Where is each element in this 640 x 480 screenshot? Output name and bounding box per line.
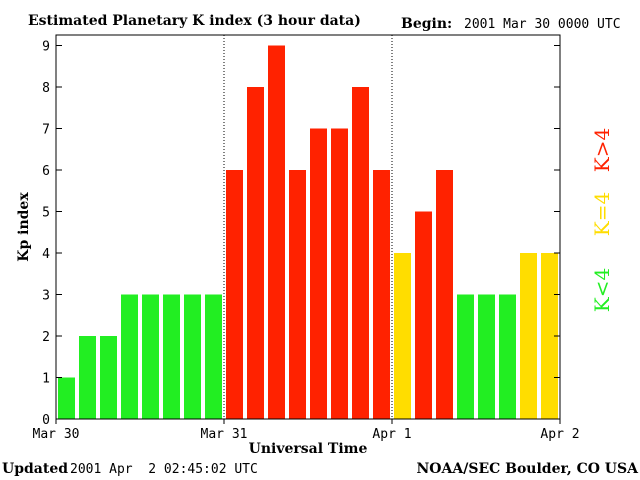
y-tick-label: 5 (42, 206, 50, 221)
begin-value: 2001 Mar 30 0000 UTC (464, 17, 621, 32)
x-axis-ticks: Mar 30 Mar 31 Apr 1 Apr 2 (33, 419, 580, 442)
y-tick-label: 0 (42, 413, 50, 428)
y-tick-label: 3 (42, 289, 50, 304)
kp-bar (247, 87, 264, 419)
kp-bar (499, 294, 516, 419)
x-axis-label: Universal Time (249, 441, 368, 457)
kp-bar (352, 87, 369, 419)
kp-bar (373, 170, 390, 419)
x-tick-label: Apr 1 (372, 427, 411, 442)
y-tick-label: 4 (42, 247, 50, 262)
y-tick-label: 6 (42, 164, 50, 179)
kp-bar (457, 294, 474, 419)
kp-bar (121, 294, 138, 419)
kp-bar (520, 253, 537, 419)
y-tick-label: 8 (42, 81, 50, 96)
legend-high: K>4 (590, 128, 614, 172)
kp-bar (331, 128, 348, 419)
y-tick-label: 7 (42, 123, 50, 138)
kp-bar (436, 170, 453, 419)
legend-low: K<4 (590, 268, 614, 312)
y-tick-label: 9 (42, 40, 50, 55)
kp-bar (205, 294, 222, 419)
x-tick-label: Mar 31 (201, 427, 248, 442)
x-tick-label: Mar 30 (33, 427, 80, 442)
kp-bar (100, 336, 117, 419)
updated-value: 2001 Apr 2 02:45:02 UTC (70, 462, 258, 477)
legend-mid: K=4 (590, 192, 614, 236)
kp-bar (289, 170, 306, 419)
kp-bar (415, 211, 432, 419)
bars-group (58, 45, 558, 419)
kp-bar (142, 294, 159, 419)
source-label: NOAA/SEC Boulder, CO USA (417, 461, 640, 477)
y-axis-ticks: 0 1 2 3 4 5 6 7 8 9 (42, 40, 560, 428)
kp-bar (58, 377, 75, 419)
day-separators (223, 35, 393, 419)
y-axis-label: Kp index (16, 192, 32, 262)
begin-label: Begin: (401, 16, 452, 32)
kp-bar (184, 294, 201, 419)
kp-bar (478, 294, 495, 419)
kp-bar (79, 336, 96, 419)
y-tick-label: 2 (42, 330, 50, 345)
kp-bar (226, 170, 243, 419)
kp-bar (541, 253, 558, 419)
kp-bar (163, 294, 180, 419)
kp-bar (268, 45, 285, 419)
updated-label: Updated (2, 461, 68, 477)
plot-frame (55, 34, 561, 420)
kp-bar (394, 253, 411, 419)
chart-title: Estimated Planetary K index (3 hour data… (28, 13, 361, 29)
y-tick-label: 1 (42, 372, 50, 387)
x-tick-label: Apr 2 (540, 427, 579, 442)
kp-bar (310, 128, 327, 419)
